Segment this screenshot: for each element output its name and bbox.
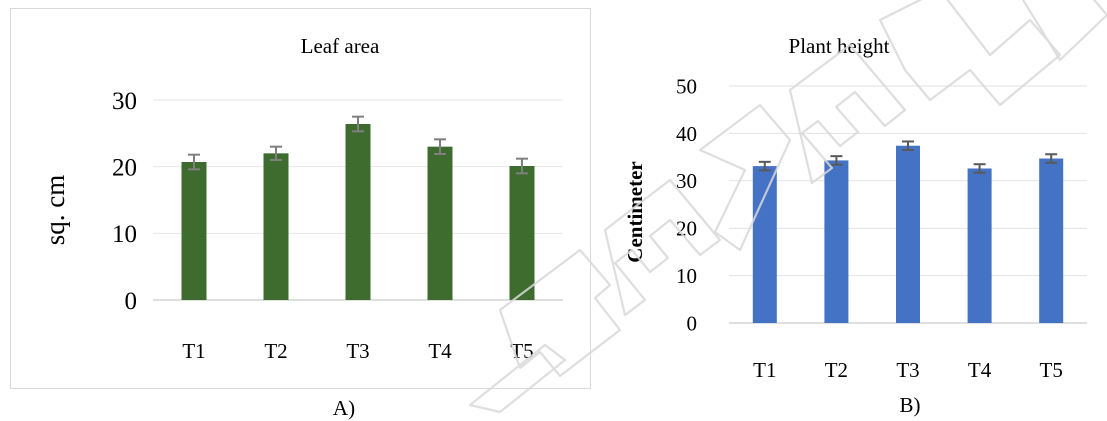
y-tick-label: 10 bbox=[112, 221, 137, 248]
bar-t2 bbox=[824, 160, 849, 323]
error-bar-t4 bbox=[973, 163, 986, 174]
chart-a-error-bars bbox=[188, 115, 528, 175]
watermark-strokes bbox=[468, 0, 1107, 414]
y-tick-label: 0 bbox=[125, 288, 138, 315]
error-bar-t2 bbox=[830, 155, 843, 166]
bar-t1 bbox=[181, 162, 207, 300]
error-bar-t2 bbox=[270, 145, 282, 161]
chart-a-y-ticks: 0 10 20 30 bbox=[112, 88, 137, 315]
bar-t4 bbox=[427, 146, 453, 300]
x-tick-label: T5 bbox=[1040, 358, 1063, 382]
chart-b-bars bbox=[752, 145, 1064, 323]
bar-t5 bbox=[509, 166, 535, 300]
chart-a-ylabel: sq. cm bbox=[40, 175, 70, 246]
x-tick-label: T4 bbox=[968, 358, 992, 382]
chart-b-caption: B) bbox=[900, 393, 921, 417]
y-tick-label: 30 bbox=[676, 169, 697, 193]
chart-a-bars bbox=[181, 124, 535, 300]
chart-a-frame bbox=[10, 8, 591, 389]
bar-t4 bbox=[967, 168, 992, 323]
error-bar-t5 bbox=[516, 157, 528, 175]
x-tick-label: T1 bbox=[182, 339, 205, 363]
x-tick-label: T3 bbox=[896, 358, 919, 382]
error-bar-t4 bbox=[434, 138, 446, 155]
error-bar-t5 bbox=[1045, 153, 1058, 164]
chart-a-title: Leaf area bbox=[301, 34, 380, 58]
bar-t3 bbox=[345, 124, 371, 300]
x-tick-label: T4 bbox=[428, 339, 452, 363]
y-tick-label: 0 bbox=[687, 311, 698, 335]
y-tick-label: 20 bbox=[676, 217, 697, 241]
y-tick-label: 10 bbox=[676, 264, 697, 288]
chart-a-caption: A) bbox=[333, 396, 355, 420]
chart-b-x-ticks: T1 T2 T3 T4 T5 bbox=[753, 358, 1063, 382]
error-bar-t3 bbox=[352, 115, 364, 133]
error-bar-t1 bbox=[188, 153, 200, 171]
error-bar-t1 bbox=[758, 160, 771, 172]
x-tick-label: T2 bbox=[825, 358, 848, 382]
error-bar-t3 bbox=[902, 140, 914, 151]
y-tick-label: 50 bbox=[676, 74, 697, 98]
chart-a-x-ticks: T1 T2 T3 T4 T5 bbox=[182, 339, 533, 363]
x-tick-label: T1 bbox=[753, 358, 776, 382]
bar-t2 bbox=[263, 153, 289, 300]
x-tick-label: T3 bbox=[346, 339, 369, 363]
bar-t1 bbox=[752, 166, 777, 323]
y-tick-label: 40 bbox=[676, 122, 697, 146]
y-tick-label: 20 bbox=[112, 154, 137, 181]
x-tick-label: T2 bbox=[264, 339, 287, 363]
chart-b-y-ticks: 0 10 20 30 40 50 bbox=[676, 74, 697, 335]
chart-b-error-bars bbox=[758, 140, 1058, 174]
bar-t3 bbox=[896, 145, 920, 323]
bar-t5 bbox=[1039, 158, 1064, 323]
y-tick-label: 30 bbox=[112, 88, 137, 115]
